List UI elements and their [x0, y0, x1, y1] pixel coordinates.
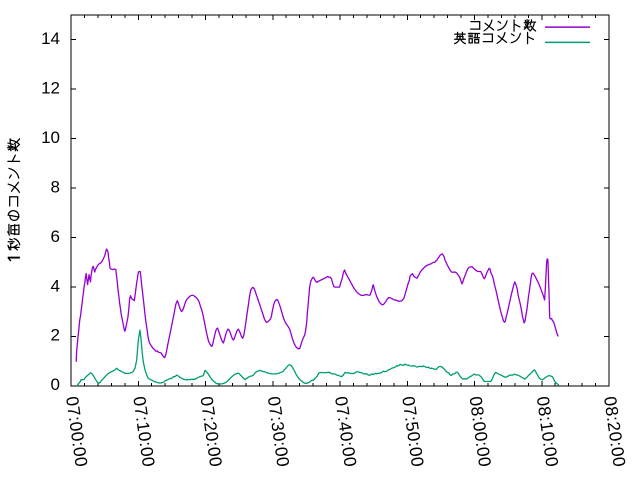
- svg-text:6: 6: [51, 227, 60, 246]
- svg-text:0: 0: [51, 375, 60, 394]
- svg-text:12: 12: [41, 78, 60, 97]
- svg-text:10: 10: [41, 128, 60, 147]
- svg-text:8: 8: [51, 177, 60, 196]
- svg-text:2: 2: [51, 326, 60, 345]
- svg-text:14: 14: [41, 29, 60, 48]
- svg-text:4: 4: [51, 276, 60, 295]
